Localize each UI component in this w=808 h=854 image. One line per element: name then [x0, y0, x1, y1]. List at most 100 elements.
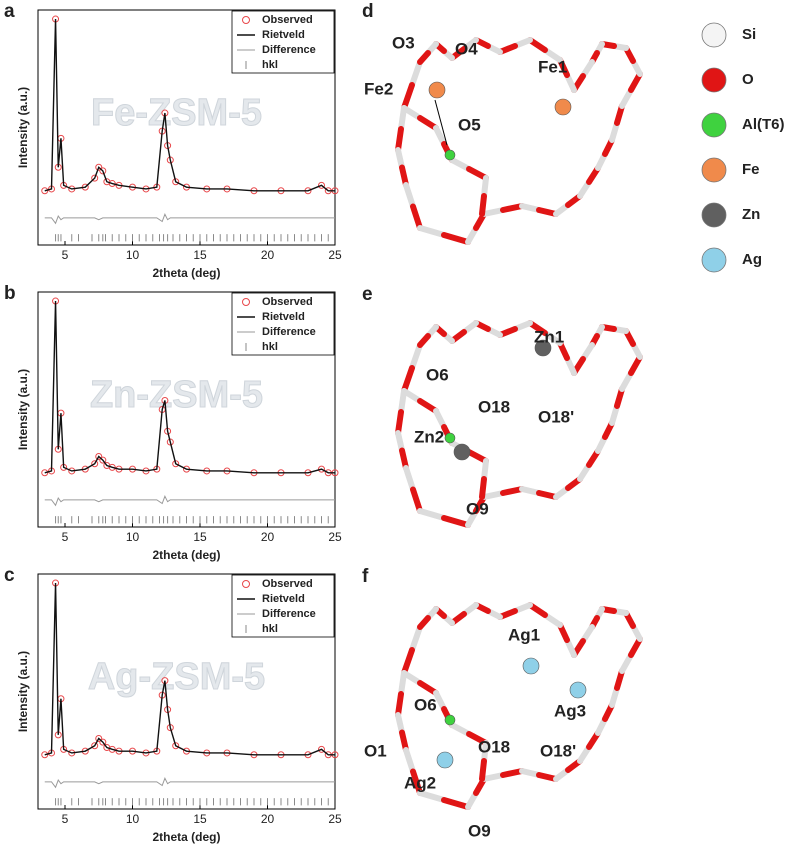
- bond: [410, 768, 423, 796]
- panel-letter: a: [4, 1, 15, 22]
- legend-label: Rietveld: [262, 29, 305, 41]
- bond: [417, 50, 431, 65]
- bond: [409, 624, 423, 653]
- atom: [444, 432, 456, 444]
- legend-label: Difference: [262, 608, 316, 620]
- bond: [527, 320, 548, 336]
- bond: [479, 476, 487, 500]
- bond: [628, 636, 643, 658]
- bond: [527, 602, 548, 618]
- bond: [466, 449, 489, 464]
- structure-label: O18': [540, 741, 576, 760]
- bond: [395, 409, 404, 436]
- bond: [417, 790, 447, 803]
- bond: [409, 59, 423, 88]
- observed-point: [318, 181, 325, 189]
- watermark: Fe-ZSM-5: [91, 92, 262, 134]
- plot-frame: [37, 9, 336, 246]
- bond: [479, 193, 487, 217]
- atom: [428, 81, 446, 99]
- observed-point: [172, 460, 180, 468]
- legend-label: Observed: [262, 296, 313, 308]
- panel-letter: f: [362, 566, 369, 587]
- legend-label: hkl: [262, 59, 278, 71]
- observed-point: [166, 438, 174, 446]
- structure-label: Fe1: [538, 57, 567, 76]
- bond: [500, 486, 525, 496]
- legend-atom-label: Ag: [742, 251, 762, 268]
- bond: [417, 398, 439, 414]
- legend-atom: [701, 202, 727, 228]
- panel-letter: c: [4, 565, 15, 586]
- observed-point: [172, 178, 180, 186]
- legend-label: Observed: [262, 578, 313, 590]
- difference-line: [44, 777, 335, 789]
- structure-label: O1: [364, 741, 387, 760]
- structure-label: O4: [455, 39, 478, 58]
- structure-label: Ag1: [508, 625, 540, 644]
- panel-letter: b: [4, 283, 16, 304]
- bond: [481, 772, 506, 782]
- structure-label: O3: [392, 33, 415, 52]
- x-tick-label: 10: [126, 248, 140, 262]
- observed-point: [172, 742, 180, 750]
- structure-label: Ag3: [554, 701, 586, 720]
- legend-symbol: [242, 580, 250, 588]
- observed-point: [99, 738, 107, 746]
- observed-point: [95, 453, 103, 460]
- bond-line: [434, 99, 448, 146]
- x-tick-label: 25: [328, 530, 342, 544]
- observed-point: [99, 167, 107, 175]
- legend-atom-label: Fe: [742, 161, 760, 178]
- x-tick-label: 5: [62, 248, 69, 262]
- x-axis-label: 2theta (deg): [152, 830, 220, 844]
- observed-point: [108, 180, 116, 188]
- bond: [395, 126, 404, 153]
- atom: [444, 714, 456, 726]
- bond: [441, 797, 471, 810]
- bond: [401, 365, 415, 394]
- x-tick-label: 10: [126, 812, 140, 826]
- x-tick-label: 20: [261, 530, 275, 544]
- bond: [403, 465, 416, 493]
- structure-label: O18: [478, 397, 510, 416]
- legend-label: Difference: [262, 44, 316, 56]
- bond: [395, 691, 404, 718]
- legend-atom: [701, 67, 727, 93]
- x-tick-label: 15: [193, 530, 207, 544]
- bond: [417, 508, 447, 521]
- legend-atom: [701, 112, 727, 138]
- bond: [403, 182, 416, 210]
- structure-label: Fe2: [364, 79, 393, 98]
- observed-point: [318, 745, 325, 753]
- atom: [436, 751, 454, 769]
- observed-point: [99, 456, 107, 464]
- rietveld-line: [44, 19, 335, 192]
- bond: [398, 388, 407, 415]
- bond: [410, 203, 423, 231]
- legend-label: Rietveld: [262, 593, 305, 605]
- bond: [481, 458, 489, 482]
- atom: [534, 339, 552, 357]
- bond: [417, 333, 431, 348]
- observed-point: [91, 174, 99, 182]
- rietveld-line: [44, 301, 335, 474]
- bond: [481, 740, 489, 764]
- legend-label: hkl: [262, 623, 278, 635]
- y-axis-label: Intensity (a.u.): [16, 651, 30, 732]
- atom: [569, 681, 587, 699]
- legend-symbol: [242, 16, 250, 24]
- x-tick-label: 5: [62, 530, 69, 544]
- x-tick-label: 25: [328, 248, 342, 262]
- y-axis-label: Intensity (a.u.): [16, 87, 30, 168]
- observed-point: [91, 460, 99, 468]
- observed-point: [108, 463, 116, 471]
- panel-letter: e: [362, 284, 373, 305]
- bond: [481, 490, 506, 500]
- plot-frame: [37, 291, 336, 528]
- bond: [449, 722, 472, 737]
- structure-label: O6: [414, 695, 437, 714]
- x-tick-label: 15: [193, 248, 207, 262]
- x-tick-label: 20: [261, 248, 275, 262]
